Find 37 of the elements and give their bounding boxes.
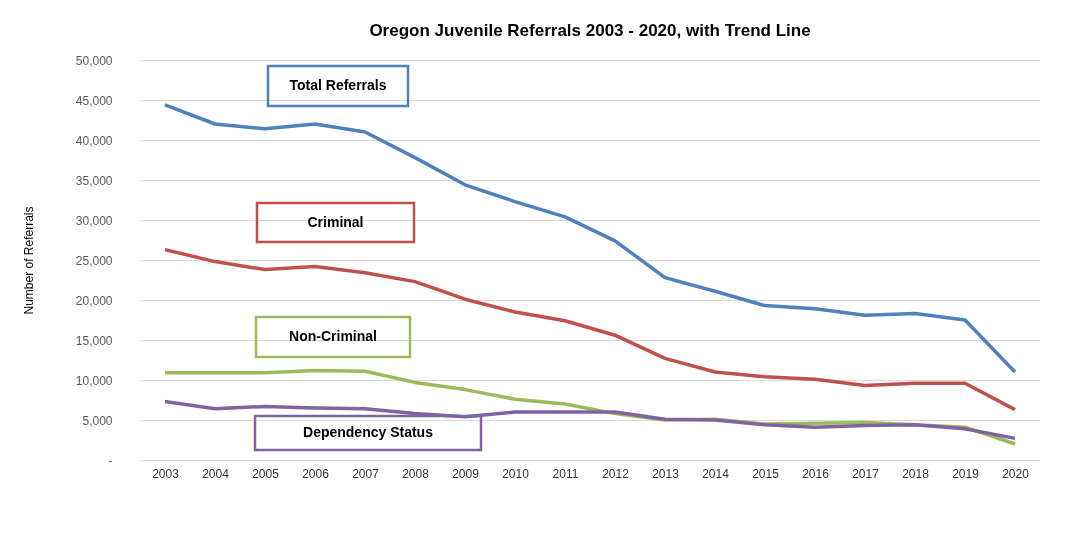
text: Total Referrals [289, 77, 387, 93]
x-tick-label: 2014 [702, 466, 730, 481]
x-tick-label: 2013 [652, 466, 680, 481]
y-tick-label: 35,000 [75, 173, 113, 188]
x-tick-label: 2004 [202, 466, 230, 481]
x-tick-label: 2005 [252, 466, 280, 481]
x-tick-label: 2015 [752, 466, 780, 481]
text: Criminal [307, 213, 364, 230]
y-tick-label: 5,000 [82, 413, 113, 428]
y-tick-label: 50,000 [75, 53, 113, 68]
series-label: Dependency Status [303, 424, 434, 440]
y-tick-label: 20,000 [75, 293, 113, 308]
x-tick-label: 2006 [302, 466, 330, 481]
y-tick-label: 10,000 [75, 373, 113, 388]
series-label: Non-Criminal [289, 328, 377, 344]
x-tick-label: 2007 [352, 466, 380, 481]
y-tick-label: 40,000 [75, 133, 113, 148]
x-tick-label: 2016 [802, 466, 830, 481]
line-series [163, 247, 1017, 412]
x-tick-label: 2009 [452, 466, 480, 481]
y-tick-label: 30,000 [75, 213, 113, 228]
chart-title: Oregon Juvenile Referrals 2003 - 2020, with Trend Line [369, 21, 811, 40]
y-tick-label: 25,000 [75, 253, 113, 268]
x-tick-label: 2008 [402, 466, 430, 481]
x-tick-label: 2020 [1002, 466, 1030, 481]
line-series [163, 103, 1017, 374]
x-tick-label: 2012 [602, 466, 630, 481]
x-tick-label: 2010 [502, 466, 530, 481]
x-tick-label: 2017 [852, 466, 880, 481]
x-tick-label: 2019 [952, 466, 980, 481]
x-tick-label: 2018 [902, 466, 930, 481]
x-tick-label: 2003 [152, 466, 180, 481]
y-tick-label: - [108, 453, 113, 468]
y-tick-label: 45,000 [75, 93, 113, 108]
y-axis-title: Number of Referrals [21, 206, 36, 315]
y-tick-label: 15,000 [75, 333, 113, 348]
x-tick-label: 2011 [552, 466, 579, 481]
